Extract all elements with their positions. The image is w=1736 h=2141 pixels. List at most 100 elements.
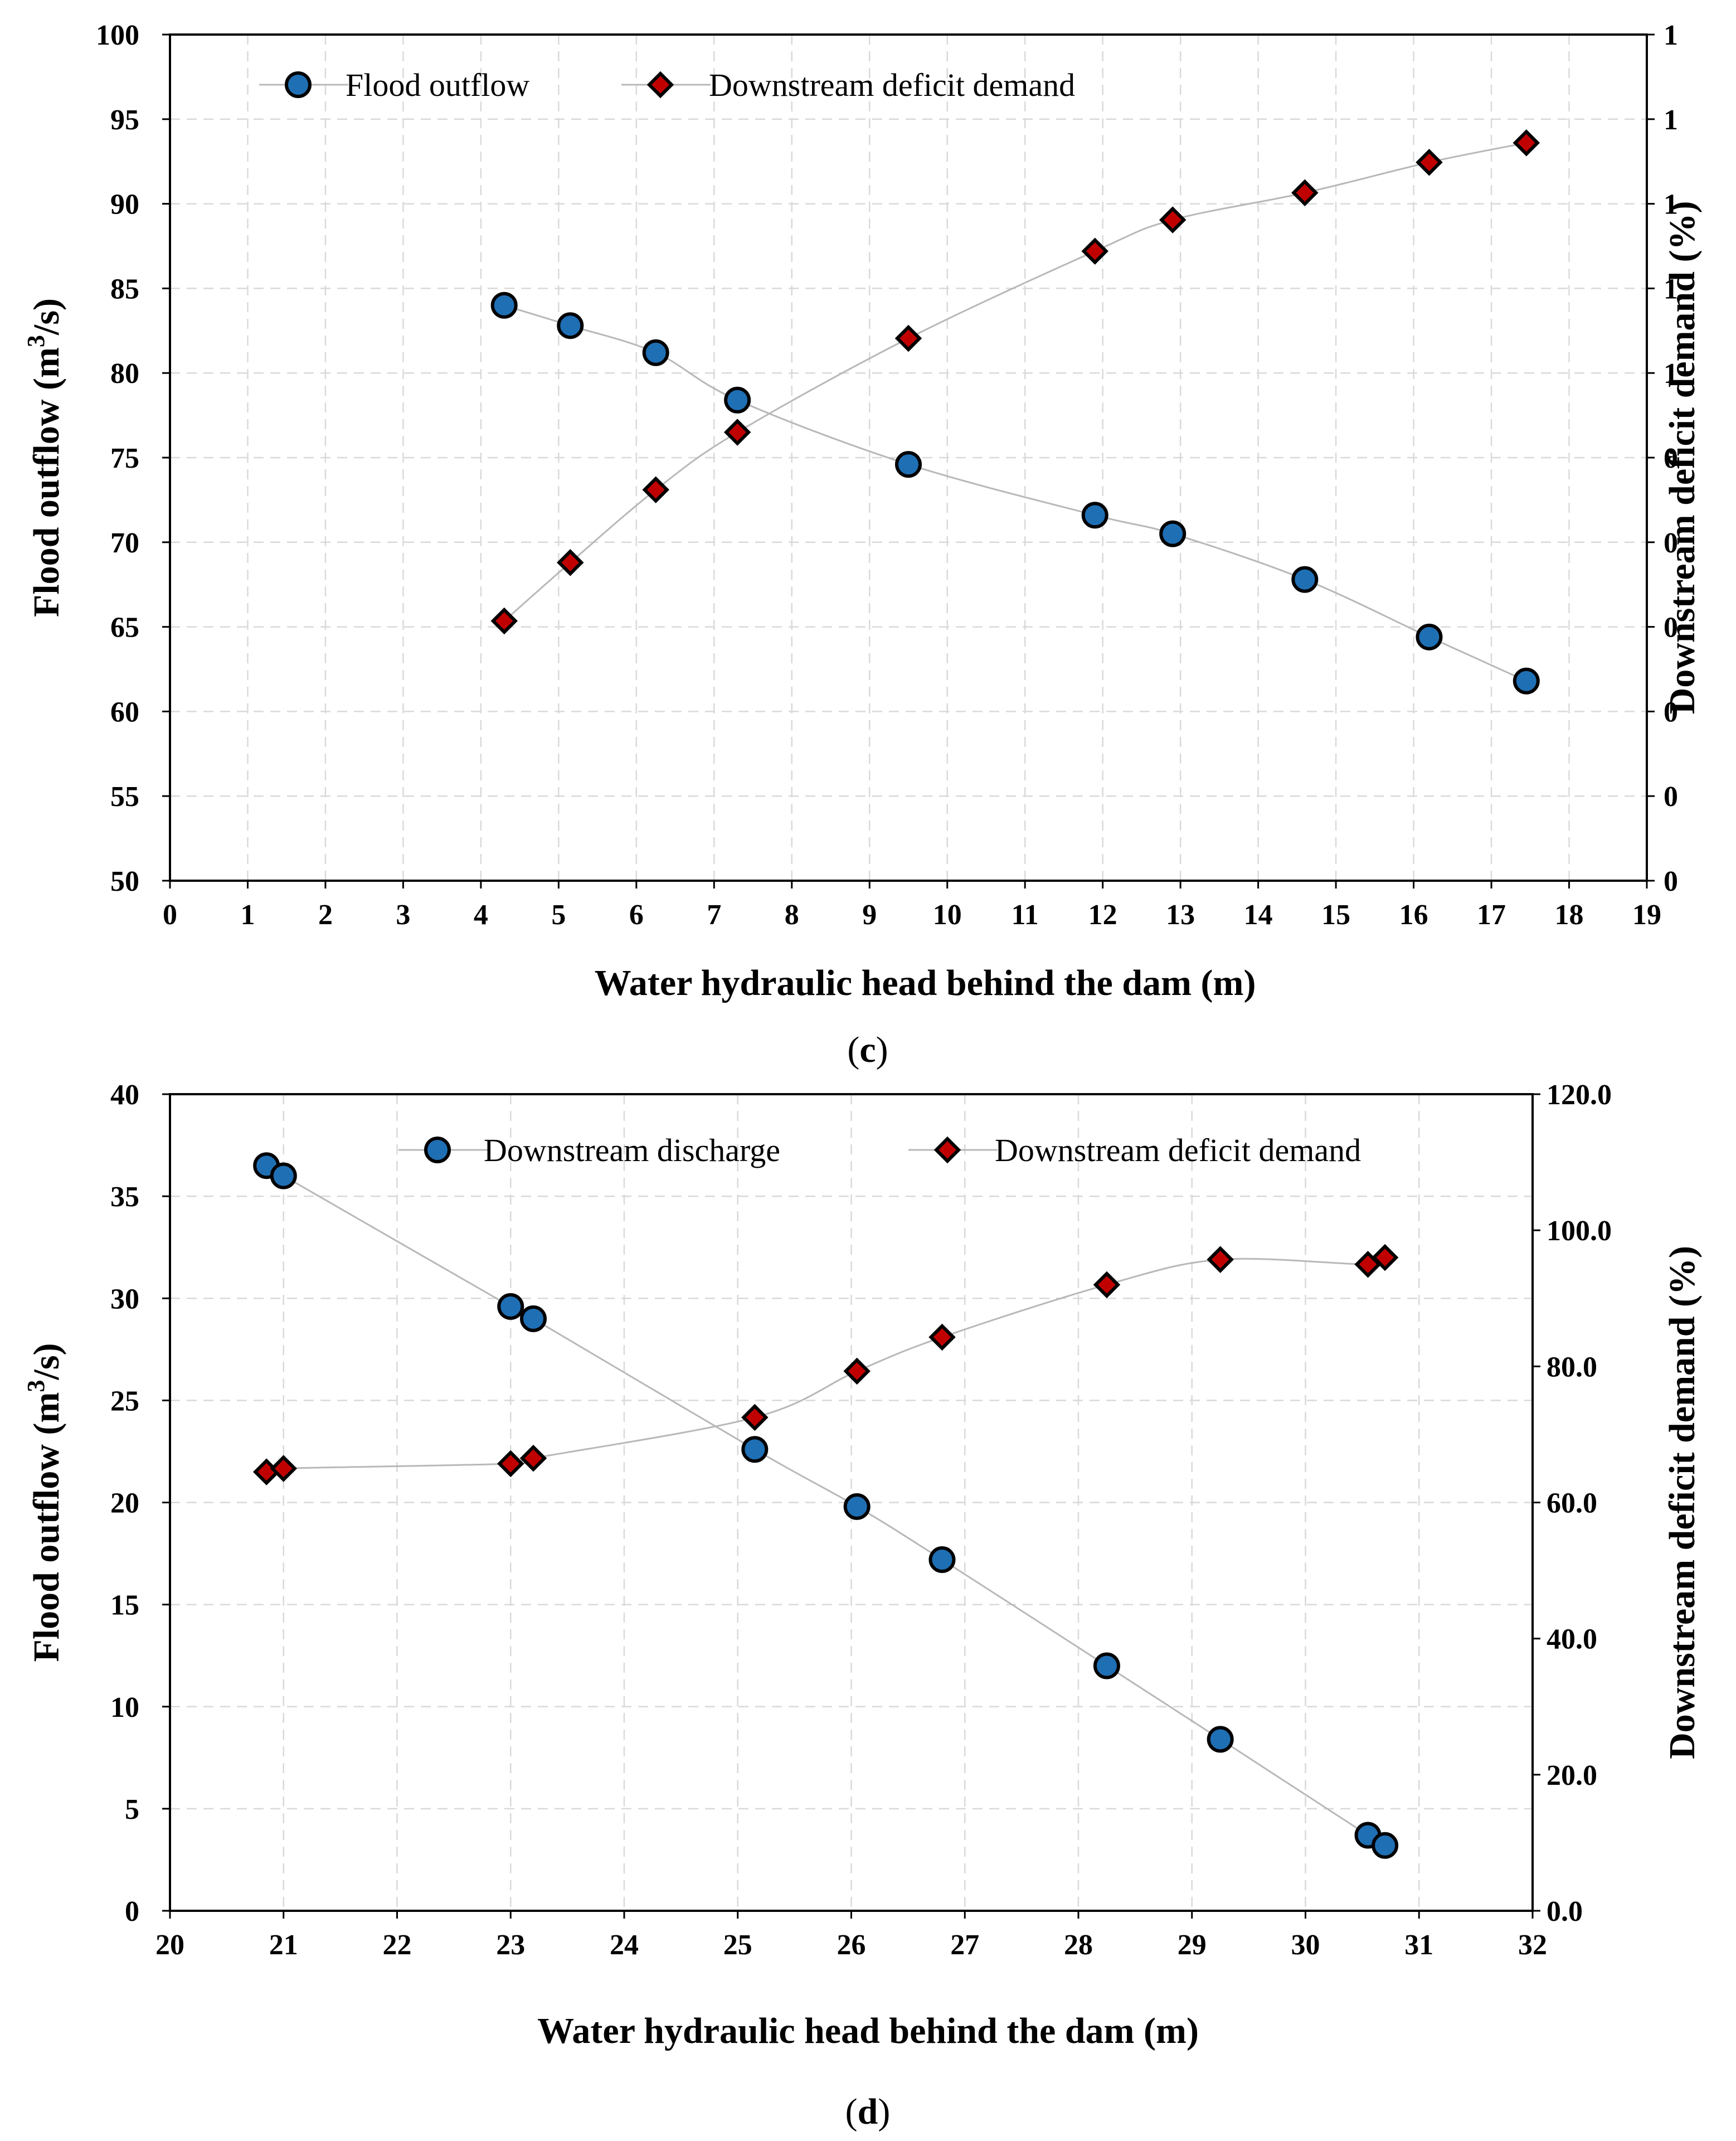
panel-label: (d) (845, 2091, 891, 2132)
y2-tick-label: 100.0 (1547, 1215, 1612, 1247)
series-downstream-deficit-demand (490, 129, 1540, 635)
legend-label: Flood outflow (346, 67, 529, 103)
circle-data-point (1093, 1652, 1120, 1679)
diamond-data-point (1291, 179, 1319, 207)
circle-data-point (843, 1493, 871, 1520)
y2-tick-label: 1 (1664, 20, 1678, 51)
x-axis-title: Water hydraulic head behind the dam (m) (595, 963, 1256, 1003)
legend-diamond-marker (646, 71, 674, 99)
x-tick-label: 5 (551, 899, 566, 931)
y-tick-label: 5 (125, 1794, 139, 1826)
legend-diamond-marker (933, 1136, 961, 1164)
circle-data-point (1513, 667, 1540, 695)
series-flood-outflow (490, 292, 1540, 695)
x-tick-label: 9 (862, 899, 877, 931)
circle-data-point (520, 1305, 547, 1332)
y-tick-label: 25 (110, 1385, 139, 1417)
y2-tick-label: 60.0 (1547, 1488, 1597, 1519)
x-axis-title: Water hydraulic head behind the dam (m) (537, 2011, 1199, 2051)
diamond-data-point (1371, 1244, 1399, 1271)
x-tick-label: 23 (496, 1929, 525, 1961)
series-downstream-deficit-demand (252, 1244, 1399, 1485)
legend-circle-marker (424, 1137, 451, 1163)
diamond-data-point (1207, 1246, 1234, 1273)
circle-data-point (895, 451, 922, 478)
y2-tick-label: 40.0 (1547, 1624, 1597, 1655)
chart-root: 0 1 2 3 4 5 6 7 8 9 10 11 12 13 14 15 16 17 18 195055606570… (22, 20, 1703, 2132)
series-downstream-discharge (253, 1152, 1399, 1859)
x-tick-label: 32 (1518, 1929, 1547, 1961)
y-axis-left: 50 55 60 65 70 75 80 85 90 95 100 (96, 20, 170, 897)
y-axis-title-end: /s) (26, 1343, 67, 1381)
y-axis-title-superscript: 3 (22, 335, 50, 347)
x-tick-label: 6 (629, 899, 644, 931)
y2-tick-label: 1 (1664, 358, 1678, 390)
x-tick-label: 20 (155, 1929, 184, 1961)
legend-label: Downstream deficit demand (709, 67, 1075, 103)
x-tick-label: 18 (1555, 899, 1584, 931)
y-tick-label: 0 (125, 1896, 139, 1928)
legend-circle-marker (285, 71, 312, 98)
circle-data-point (1159, 520, 1186, 547)
x-tick-label: 15 (1321, 899, 1350, 931)
legend-label: Downstream deficit demand (995, 1132, 1361, 1168)
x-tick-label: 28 (1064, 1929, 1093, 1961)
y-tick-label: 90 (110, 189, 139, 221)
circle-data-point (1291, 566, 1319, 593)
y-tick-label: 75 (110, 443, 139, 474)
y-axis-title-end: /s) (26, 298, 67, 336)
panel-label-open: ( (847, 1030, 859, 1070)
x-tick-label: 17 (1477, 899, 1506, 931)
diamond-data-point (928, 1323, 956, 1351)
panel-label-close: ) (876, 1030, 888, 1070)
y-axis-title: Flood outflow (m3/s) (22, 298, 67, 617)
y-tick-label: 30 (110, 1283, 139, 1315)
diamond-data-point (741, 1404, 769, 1431)
diamond-data-point (723, 419, 751, 446)
y-tick-label: 50 (110, 866, 139, 897)
x-tick-label: 1 (240, 899, 255, 931)
circle-data-point (1081, 502, 1108, 529)
diamond-data-point (519, 1444, 547, 1472)
y-axis-title-superscript: 3 (22, 1380, 50, 1392)
y2-tick-label: 120.0 (1547, 1079, 1612, 1111)
x-tick-label: 8 (785, 899, 799, 931)
x-tick-label: 3 (396, 899, 410, 931)
y2-axis-title: Downstream deficit demand (%) (1662, 1246, 1703, 1759)
gridlines (170, 35, 1647, 881)
legend: Flood outflow Downstream deficit demand (259, 67, 1075, 103)
legend-label: Downstream discharge (484, 1132, 780, 1168)
x-tick-label: 30 (1291, 1929, 1320, 1961)
x-tick-label: 19 (1632, 899, 1661, 931)
y-axis-title-main: Flood outflow (m (26, 1392, 67, 1662)
circle-data-point (490, 292, 518, 319)
y-tick-label: 40 (110, 1079, 139, 1111)
diamond-data-point (843, 1357, 871, 1385)
circle-data-point (642, 339, 669, 366)
diamond-data-point (1093, 1271, 1121, 1299)
y2-tick-label: 80.0 (1547, 1351, 1597, 1383)
x-tick-label: 21 (269, 1929, 298, 1961)
y2-tick-label: 20.0 (1547, 1760, 1597, 1792)
y-axis-left: 0 5 10 15 20 25 30 35 40 (110, 1079, 170, 1928)
y-tick-label: 15 (110, 1590, 139, 1621)
x-tick-label: 2 (318, 899, 333, 931)
circle-data-point (724, 386, 751, 414)
circle-data-point (1372, 1832, 1399, 1859)
diamond-data-point (497, 1450, 524, 1478)
diamond-data-point (557, 548, 584, 576)
diamond-data-point (1081, 237, 1108, 265)
y-axis-title: Flood outflow (m3/s) (22, 1343, 67, 1662)
series-line (504, 304, 1527, 682)
y2-tick-label: 0 (1664, 781, 1678, 813)
y-tick-label: 70 (110, 527, 139, 559)
x-tick-label: 11 (1012, 899, 1039, 931)
y2-tick-label: 0 (1664, 443, 1678, 474)
y-tick-label: 10 (110, 1692, 139, 1724)
diamond-data-point (1416, 148, 1443, 176)
y-tick-label: 95 (110, 104, 139, 136)
y-tick-label: 20 (110, 1488, 139, 1519)
x-tick-label: 31 (1404, 1929, 1433, 1961)
panel-label: (c) (847, 1030, 888, 1070)
